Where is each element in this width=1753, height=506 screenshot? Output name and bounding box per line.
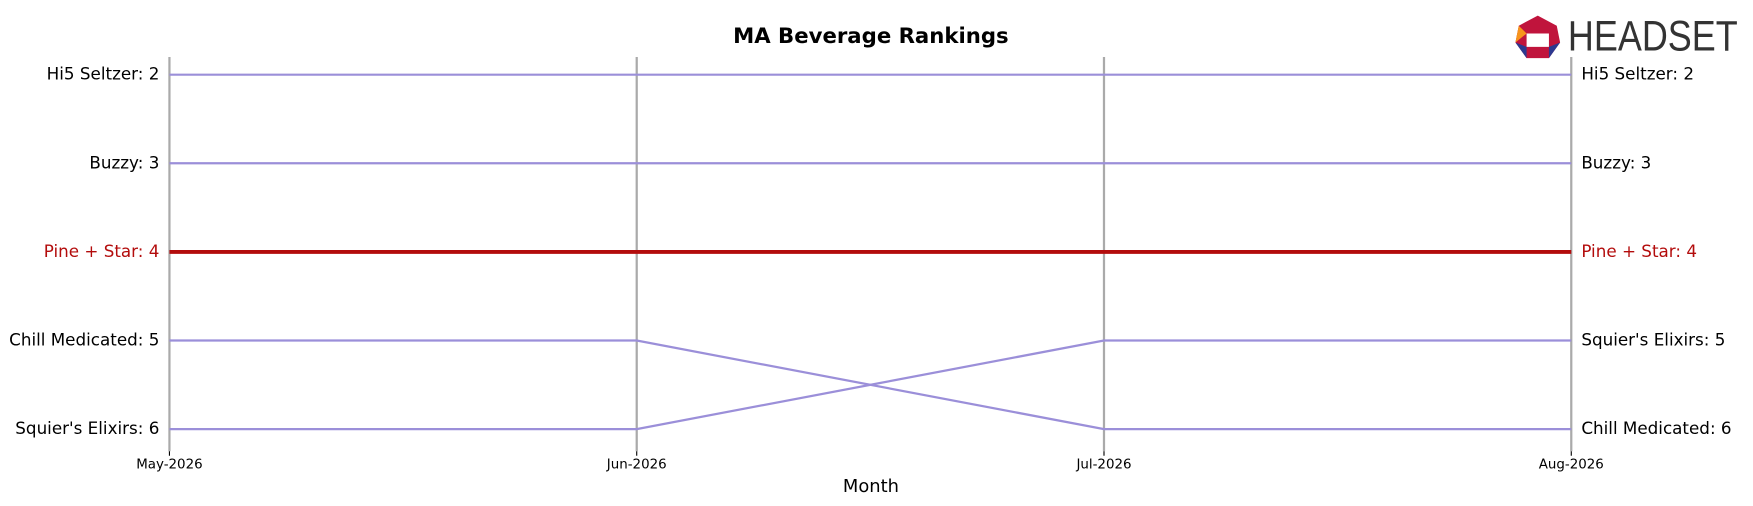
end-label: Hi5 Seltzer: 2 (1581, 64, 1694, 84)
start-label: Squier's Elixirs: 6 (15, 418, 159, 438)
start-label: Chill Medicated: 5 (9, 330, 159, 350)
start-label: Hi5 Seltzer: 2 (47, 64, 160, 84)
x-tick-label: May-2026 (136, 458, 202, 473)
start-label: Pine + Star: 4 (44, 241, 160, 261)
rank-line (169, 339, 1572, 431)
logo-facet (1515, 25, 1527, 43)
end-label: Pine + Star: 4 (1581, 241, 1697, 261)
x-tick-label: Aug-2026 (1539, 458, 1604, 473)
chart-title: MA Beverage Rankings (733, 24, 1009, 49)
end-label: Chill Medicated: 6 (1581, 418, 1731, 438)
end-label: Squier's Elixirs: 5 (1581, 330, 1725, 350)
logo: HEADSET (1515, 12, 1738, 59)
start-label: Buzzy: 3 (89, 152, 159, 172)
logo-facet (1515, 42, 1527, 59)
x-tick-label: Jul-2026 (1075, 458, 1131, 473)
x-tick-label: Jun-2026 (606, 458, 667, 473)
x-axis-label: Month (843, 476, 899, 497)
logo-text: HEADSET (1568, 12, 1738, 59)
logo-facet (1548, 42, 1561, 59)
logo-hole (1526, 33, 1549, 47)
end-label: Buzzy: 3 (1581, 152, 1651, 172)
